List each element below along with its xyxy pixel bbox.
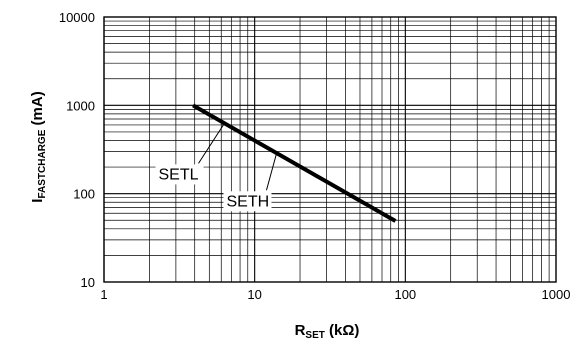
x-tick-label: 100: [394, 287, 416, 302]
x-axis-title: RSET (kΩ): [295, 322, 360, 341]
y-axis-title: IFASTCHARGE (mA): [29, 91, 48, 202]
y-axis-title-unit: (mA): [29, 91, 46, 129]
annotation-leader-line: [198, 124, 224, 164]
annotation-label: SETH: [226, 193, 269, 210]
y-tick-label: 10: [81, 275, 95, 290]
x-axis-title-subscript: SET: [305, 330, 324, 341]
y-tick-labels: 10 100 1000 10000: [59, 10, 95, 290]
annotation-leader-line: [265, 152, 278, 191]
x-axis-title-main: R: [295, 322, 306, 339]
series-lines: [192, 103, 397, 223]
series-line: [192, 103, 397, 223]
x-axis-title-unit: (kΩ): [325, 322, 360, 339]
x-tick-labels: 1 10 100 1000: [100, 287, 570, 302]
x-tick-label: 10: [247, 287, 261, 302]
grid: [103, 17, 556, 283]
y-axis-title-main: I: [29, 199, 46, 203]
annotation-label-background: [155, 164, 204, 185]
y-tick-label: 100: [73, 187, 95, 202]
x-tick-label: 1: [100, 287, 107, 302]
annotations: SETL SETH: [155, 124, 278, 212]
annotation-label-background: [223, 191, 272, 212]
x-tick-label: 1000: [542, 287, 571, 302]
annotation-label: SETL: [159, 166, 199, 183]
y-tick-label: 10000: [59, 10, 95, 25]
plot-frame: [103, 16, 557, 283]
y-tick-label: 1000: [66, 98, 95, 113]
y-axis-title-subscript: FASTCHARGE: [37, 129, 48, 198]
